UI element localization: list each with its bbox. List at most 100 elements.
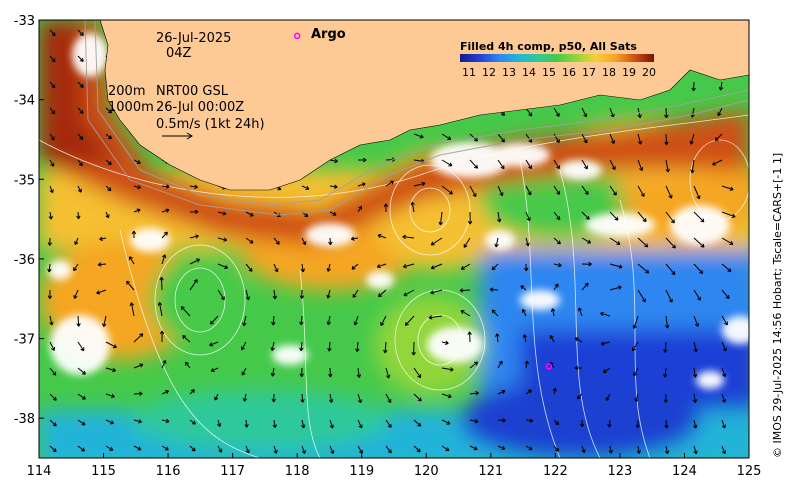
velocity-arrow xyxy=(126,280,135,291)
velocity-arrow xyxy=(99,236,107,241)
velocity-arrow xyxy=(663,393,669,403)
lat-tick-label: -35 xyxy=(14,173,35,188)
velocity-arrow xyxy=(161,445,169,451)
lon-tick-label: 116 xyxy=(156,464,181,479)
velocity-arrow xyxy=(189,234,199,239)
velocity-arrow xyxy=(351,263,359,270)
velocity-arrow xyxy=(385,419,392,428)
velocity-arrow xyxy=(413,133,424,139)
velocity-arrow xyxy=(637,211,647,223)
velocity-arrow xyxy=(496,211,502,223)
velocity-arrow xyxy=(76,315,81,327)
time-label: 04Z xyxy=(166,46,192,61)
velocity-arrow xyxy=(378,289,387,298)
velocity-arrow xyxy=(581,445,586,454)
velocity-arrow xyxy=(411,341,416,356)
velocity-arrow xyxy=(189,209,199,215)
velocity-arrow xyxy=(665,185,673,199)
velocity-arrow xyxy=(577,307,583,317)
velocity-arrow xyxy=(663,367,668,378)
velocity-arrow xyxy=(245,237,254,244)
velocity-arrow xyxy=(77,185,82,193)
velocity-arrow xyxy=(553,133,560,144)
velocity-arrow xyxy=(632,315,639,329)
velocity-arrow xyxy=(353,315,359,326)
velocity-arrow xyxy=(664,315,670,329)
velocity-arrow xyxy=(385,393,392,403)
velocity-arrow xyxy=(350,236,359,241)
lon-tick-label: 118 xyxy=(285,464,310,479)
velocity-arrow xyxy=(721,315,728,326)
velocity-arrow xyxy=(133,391,143,396)
velocity-arrow xyxy=(376,263,387,269)
velocity-arrow xyxy=(634,393,639,403)
velocity-arrow xyxy=(693,419,698,429)
velocity-arrow xyxy=(413,445,421,453)
velocity-arrow xyxy=(272,419,277,429)
velocity-arrow xyxy=(301,185,310,191)
velocity-arrow xyxy=(184,361,191,369)
velocity-arrow xyxy=(693,445,698,455)
velocity-arrow xyxy=(413,367,422,379)
velocity-arrow xyxy=(180,306,191,317)
velocity-arrow xyxy=(441,419,451,425)
velocity-arrow xyxy=(240,341,247,351)
velocity-arrow xyxy=(553,419,560,426)
velocity-arrow xyxy=(189,184,198,190)
velocity-arrow xyxy=(273,237,280,245)
colorbar-tick-label: 18 xyxy=(602,66,616,79)
velocity-arrow xyxy=(721,393,727,403)
lon-tick-label: 123 xyxy=(607,464,632,479)
velocity-arrow xyxy=(299,315,304,326)
velocity-arrow xyxy=(356,367,362,378)
velocity-arrow xyxy=(721,419,727,429)
velocity-arrow xyxy=(133,333,144,343)
velocity-arrow xyxy=(217,289,225,301)
velocity-arrow xyxy=(326,315,331,326)
velocity-arrow xyxy=(161,390,170,395)
velocity-arrow xyxy=(76,211,81,220)
velocity-arrow xyxy=(553,107,560,117)
velocity-arrow xyxy=(77,445,86,452)
velocity-arrow xyxy=(525,445,533,451)
velocity-arrow xyxy=(441,185,453,195)
latitude-axis: -33 -34 -35 -36 -37 -38 xyxy=(14,14,35,427)
velocity-arrow xyxy=(491,263,499,271)
velocity-arrow xyxy=(270,367,276,377)
velocity-arrow xyxy=(637,289,646,303)
date-label: 26-Jul-2025 xyxy=(156,31,231,46)
velocity-arrow xyxy=(497,418,506,423)
velocity-arrow xyxy=(77,55,84,62)
velocity-arrow xyxy=(77,133,84,140)
lon-tick-label: 115 xyxy=(91,464,116,479)
velocity-arrow xyxy=(77,419,86,426)
velocity-arrow xyxy=(105,341,117,349)
velocity-arrow xyxy=(47,289,53,299)
velocity-arrow xyxy=(329,419,334,429)
velocity-arrow xyxy=(664,419,669,429)
velocity-arrow xyxy=(637,263,650,274)
velocity-arrow xyxy=(497,445,506,450)
velocity-arrow xyxy=(97,262,107,267)
velocity-arrow xyxy=(105,185,112,192)
velocity-arrow xyxy=(637,237,649,248)
velocity-arrow xyxy=(637,185,645,197)
velocity-arrow xyxy=(574,337,583,343)
velocity-arrow xyxy=(242,393,248,402)
colorbar-tick-label: 14 xyxy=(522,66,536,79)
velocity-arrow xyxy=(631,341,639,352)
velocity-arrow xyxy=(300,393,305,403)
velocity-arrow xyxy=(49,29,56,37)
map-border xyxy=(38,19,750,459)
velocity-arrow xyxy=(721,263,732,273)
velocity-arrow xyxy=(525,185,532,196)
velocity-arrow xyxy=(161,254,167,265)
lat-tick-label: -34 xyxy=(14,94,35,109)
velocity-arrow xyxy=(161,208,170,213)
velocity-arrow xyxy=(301,419,306,429)
velocity-arrow xyxy=(49,107,56,115)
velocity-arrow xyxy=(383,203,389,213)
velocity-arrow xyxy=(300,263,306,273)
credit-text: © IMOS 29-Jul-2025 14:56 Hobart; Tscale=… xyxy=(771,153,784,458)
velocity-arrow xyxy=(159,330,165,343)
